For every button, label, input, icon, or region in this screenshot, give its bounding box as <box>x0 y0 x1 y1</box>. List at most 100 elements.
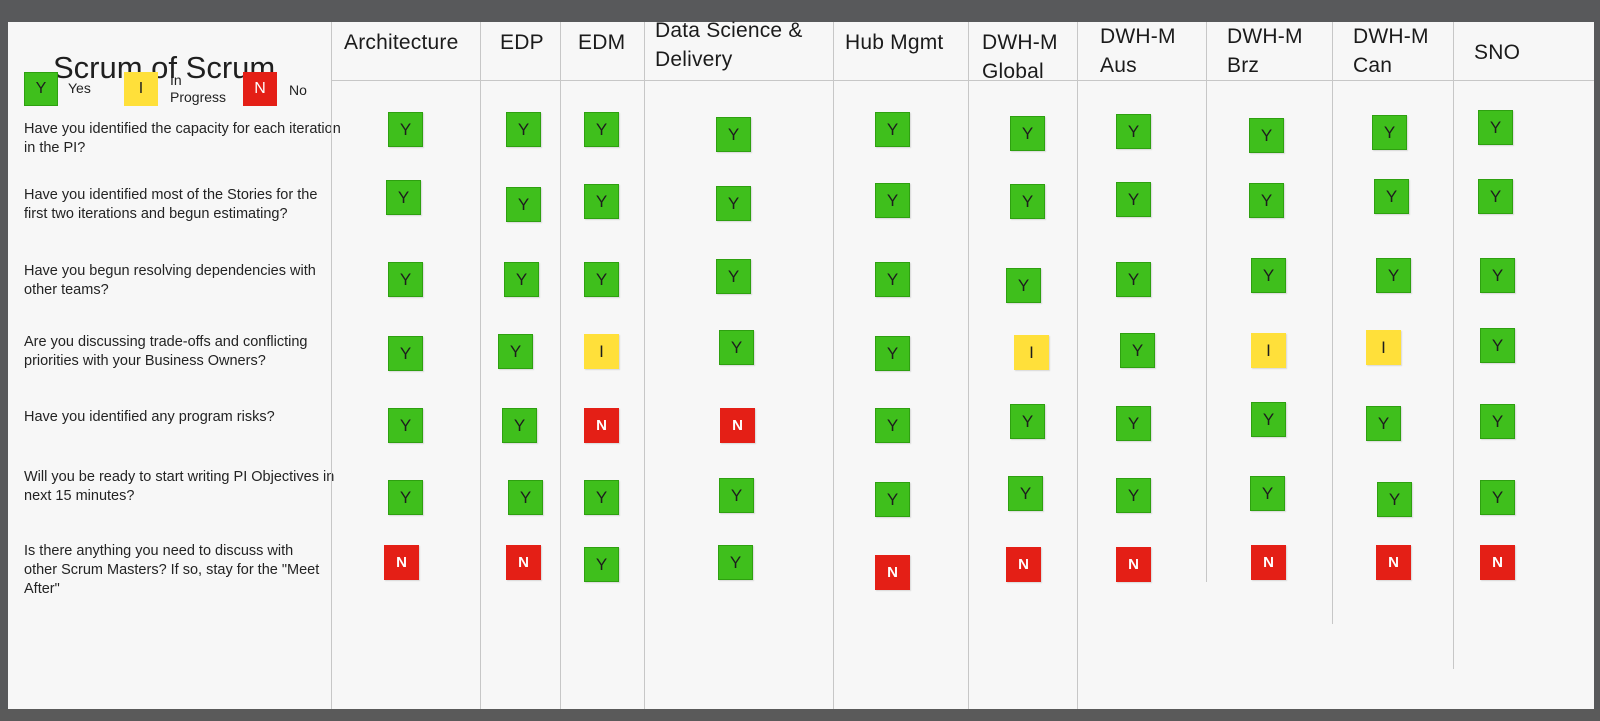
status-sticky: Y <box>1251 258 1286 293</box>
status-sticky: Y <box>1480 404 1515 439</box>
status-sticky: Y <box>506 187 541 222</box>
legend-no-code: N <box>254 80 266 97</box>
status-sticky: Y <box>584 480 619 515</box>
status-sticky: Y <box>1377 482 1412 517</box>
column-divider <box>644 22 645 709</box>
status-sticky: Y <box>1480 328 1515 363</box>
status-sticky: I <box>1366 330 1401 365</box>
status-sticky: Y <box>584 547 619 582</box>
status-sticky: Y <box>388 262 423 297</box>
status-sticky: Y <box>388 336 423 371</box>
status-sticky: Y <box>1480 258 1515 293</box>
status-sticky: Y <box>1010 404 1045 439</box>
status-sticky: Y <box>1008 476 1043 511</box>
legend-no-box: N <box>243 72 277 106</box>
status-sticky: Y <box>1006 268 1041 303</box>
status-sticky: Y <box>716 259 751 294</box>
status-sticky: Y <box>875 112 910 147</box>
column-divider <box>1332 22 1333 624</box>
status-sticky: N <box>1376 545 1411 580</box>
status-sticky: Y <box>1116 406 1151 441</box>
status-sticky: Y <box>875 482 910 517</box>
legend-in-progress-code: I <box>138 80 144 97</box>
column-divider <box>1453 22 1454 669</box>
status-sticky: N <box>1006 547 1041 582</box>
column-header: DWH-M Global <box>982 31 1058 83</box>
status-sticky: Y <box>506 112 541 147</box>
status-sticky: N <box>384 545 419 580</box>
status-sticky: N <box>1116 547 1151 582</box>
status-sticky: I <box>1251 333 1286 368</box>
status-sticky: Y <box>1116 182 1151 217</box>
column-divider <box>833 22 834 709</box>
column-header: Hub Mgmt <box>845 31 944 54</box>
status-sticky: N <box>875 555 910 590</box>
status-sticky: Y <box>584 112 619 147</box>
status-sticky: I <box>584 334 619 369</box>
status-sticky: Y <box>1120 333 1155 368</box>
status-sticky: N <box>584 408 619 443</box>
board-title: Scrum of Scrum <box>53 50 276 85</box>
status-sticky: N <box>1251 545 1286 580</box>
status-sticky: N <box>1480 545 1515 580</box>
status-sticky: Y <box>584 262 619 297</box>
legend-yes-code: Y <box>35 80 47 97</box>
legend-in-progress-box: I <box>124 72 158 106</box>
status-sticky: Y <box>1478 110 1513 145</box>
column-header: Data Science & Delivery <box>655 19 803 71</box>
status-sticky: Y <box>1480 480 1515 515</box>
column-header: DWH-M Can <box>1353 25 1429 77</box>
status-sticky: Y <box>1249 183 1284 218</box>
status-sticky: I <box>1014 335 1049 370</box>
status-sticky: Y <box>1251 402 1286 437</box>
column-divider <box>968 22 969 709</box>
status-sticky: Y <box>719 478 754 513</box>
board-frame <box>0 709 1600 721</box>
column-header: EDP <box>500 31 544 54</box>
column-divider <box>1206 22 1207 582</box>
status-sticky: Y <box>1250 476 1285 511</box>
column-header: Architecture <box>344 31 459 54</box>
status-sticky: Y <box>1010 184 1045 219</box>
question-text: Have you identified the capacity for eac… <box>24 121 341 156</box>
status-sticky: Y <box>502 408 537 443</box>
column-divider <box>560 22 561 709</box>
status-sticky: N <box>720 408 755 443</box>
header-divider <box>331 80 1594 81</box>
status-sticky: Y <box>1478 179 1513 214</box>
status-sticky: Y <box>875 262 910 297</box>
status-sticky: Y <box>1374 179 1409 214</box>
legend-yes-label: Yes <box>68 80 91 96</box>
status-sticky: Y <box>388 480 423 515</box>
question-text: Have you identified any program risks? <box>24 409 275 425</box>
column-header: EDM <box>578 31 626 54</box>
column-divider <box>480 22 481 709</box>
status-sticky: Y <box>388 408 423 443</box>
column-header: DWH-M Brz <box>1227 25 1303 77</box>
status-sticky: Y <box>719 330 754 365</box>
status-sticky: Y <box>1116 478 1151 513</box>
status-sticky: Y <box>1372 115 1407 150</box>
status-sticky: Y <box>508 480 543 515</box>
status-sticky: Y <box>388 112 423 147</box>
status-sticky: Y <box>1249 118 1284 153</box>
status-sticky: Y <box>875 408 910 443</box>
question-text: Will you be ready to start writing PI Ob… <box>24 469 335 504</box>
legend-in-progress-label: In Progress <box>170 72 227 105</box>
status-sticky: Y <box>1010 116 1045 151</box>
status-sticky: Y <box>875 183 910 218</box>
legend-yes-box: Y <box>24 72 58 106</box>
status-sticky: Y <box>1116 262 1151 297</box>
question-text: Have you identified most of the Stories … <box>24 187 318 222</box>
status-sticky: Y <box>386 180 421 215</box>
status-sticky: Y <box>504 262 539 297</box>
question-text: Have you begun resolving dependencies wi… <box>24 263 316 298</box>
status-sticky: Y <box>498 334 533 369</box>
column-header: DWH-M Aus <box>1100 25 1176 77</box>
column-divider <box>1077 22 1078 709</box>
status-sticky: Y <box>716 117 751 152</box>
status-sticky: Y <box>1116 114 1151 149</box>
status-sticky: Y <box>1376 258 1411 293</box>
column-header: SNO <box>1474 41 1521 64</box>
legend-no-label: No <box>289 82 307 98</box>
